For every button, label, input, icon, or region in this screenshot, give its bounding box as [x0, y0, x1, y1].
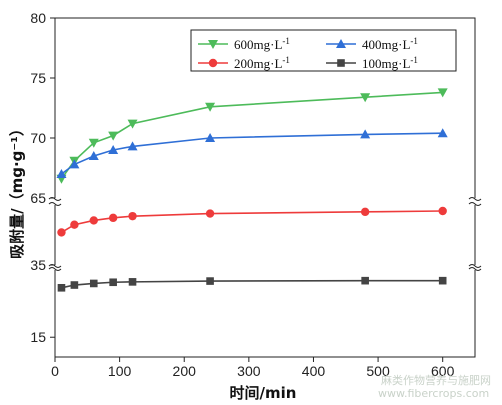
plot-frame — [48, 17, 482, 358]
y-tick-label: 65 — [30, 190, 46, 206]
watermark-line1: 麻类作物营养与施肥网 — [381, 373, 491, 387]
data-point — [57, 228, 66, 237]
axis-break-gap — [469, 265, 481, 270]
data-point — [437, 88, 448, 98]
y-tick-label: 80 — [30, 10, 46, 26]
legend-marker — [208, 58, 218, 68]
data-point — [205, 133, 216, 142]
data-point — [361, 276, 369, 285]
axis-break-gap — [49, 198, 61, 205]
plot-border — [54, 17, 476, 358]
axis-break-mark — [468, 197, 482, 201]
data-point — [205, 102, 216, 112]
x-tick-label: 100 — [108, 363, 132, 379]
watermark: 麻类作物营养与施肥网 www.fibercrops.com — [378, 373, 491, 400]
series-lines — [60, 91, 443, 289]
data-point — [437, 128, 448, 138]
x-tick-label: 0 — [51, 363, 59, 379]
x-tick-label: 400 — [302, 363, 326, 379]
data-point — [438, 206, 447, 216]
legend: 600mg·L-1 400mg·L-1 200mg·L-1 100mg·L-1 — [190, 29, 457, 72]
data-point — [89, 216, 98, 225]
axis-break-mark — [468, 202, 482, 206]
data-point — [205, 209, 215, 218]
axis-ticks: 0 100 200 300 400 500 600 65 70 75 80 35 15 — [30, 10, 454, 379]
data-point — [128, 211, 137, 221]
data-point — [128, 278, 137, 286]
axis-break-mark — [48, 202, 62, 206]
data-point — [127, 119, 138, 129]
legend-label: 100mg·L-1 — [362, 55, 418, 71]
data-point — [206, 277, 214, 285]
series-markers — [56, 88, 448, 292]
legend-marker — [208, 40, 218, 49]
x-tick-label: 200 — [173, 363, 197, 379]
data-point — [360, 93, 371, 103]
series-line-3 — [61, 279, 443, 289]
series-line-2 — [61, 210, 443, 234]
data-point — [57, 283, 66, 292]
axis-break-gap — [469, 198, 481, 205]
legend-marker — [337, 59, 345, 67]
y-tick-label: 35 — [30, 257, 46, 273]
watermark-line2: www.fibercrops.com — [378, 387, 489, 400]
legend-label: 200mg·L-1 — [234, 55, 290, 71]
y-tick-label: 75 — [30, 70, 46, 86]
x-axis-title: 时间/min — [230, 384, 297, 402]
data-point — [108, 131, 119, 141]
x-tick-label: 500 — [366, 363, 390, 379]
data-point — [70, 281, 79, 289]
y-tick-label: 70 — [30, 130, 46, 146]
data-point — [69, 159, 80, 169]
data-point — [109, 278, 117, 287]
series-line-1 — [60, 132, 443, 175]
data-point — [108, 145, 119, 154]
y-tick-label: 15 — [30, 329, 46, 345]
axis-break-mark — [48, 267, 62, 271]
axis-break-gap — [49, 265, 61, 270]
data-point — [70, 220, 79, 229]
legend-marker — [336, 39, 346, 48]
axis-break-mark — [468, 267, 482, 271]
x-tick-label: 600 — [431, 363, 455, 379]
data-point — [127, 141, 138, 151]
legend-box — [190, 29, 457, 72]
series-line-0 — [60, 91, 443, 180]
data-point — [88, 138, 99, 148]
data-point — [360, 129, 371, 139]
data-point — [89, 279, 98, 288]
data-point — [108, 213, 118, 223]
legend-label: 600mg·L-1 — [234, 36, 290, 52]
axis-break-mark — [468, 264, 482, 268]
data-point — [88, 151, 99, 160]
data-point — [438, 276, 447, 285]
data-point — [360, 207, 370, 217]
y-axis-title: 吸附量/（mg·g⁻¹） — [8, 121, 26, 259]
data-point — [56, 169, 67, 178]
x-tick-label: 300 — [237, 363, 261, 379]
legend-label: 400mg·L-1 — [362, 36, 418, 52]
